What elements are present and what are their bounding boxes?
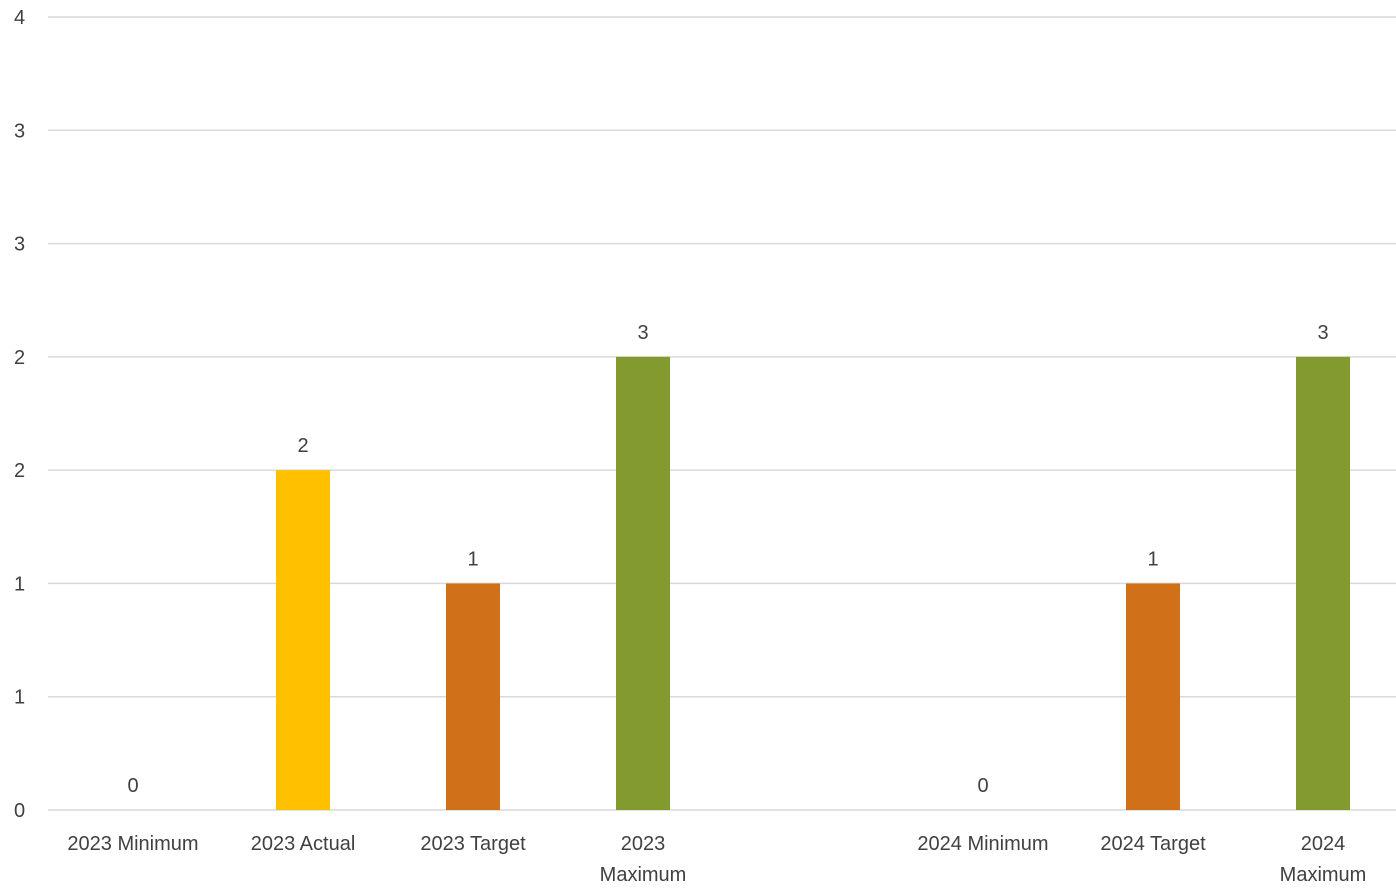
bar xyxy=(1296,356,1350,810)
y-axis-tick-labels: 0 1 1 2 2 3 3 4 xyxy=(14,7,25,822)
y-tick-label: 1 xyxy=(14,687,25,709)
bar-data-label: 3 xyxy=(637,322,648,344)
bar-data-label: 3 xyxy=(1317,322,1328,344)
x-category-label: 2024 Maximum xyxy=(1280,833,1367,886)
data-labels: 0 2 1 3 0 1 3 xyxy=(127,322,1328,797)
x-category-label: 2023 Target xyxy=(420,833,526,855)
bar xyxy=(1126,583,1180,810)
y-tick-label: 3 xyxy=(14,120,25,142)
x-category-label: 2024 Target xyxy=(1100,833,1206,855)
y-tick-label: 3 xyxy=(14,234,25,256)
y-tick-label: 2 xyxy=(14,347,25,369)
y-tick-label: 0 xyxy=(14,800,25,822)
bar-data-label: 0 xyxy=(977,775,988,797)
bar-data-label: 2 xyxy=(297,435,308,457)
x-category-label: 2023 Maximum xyxy=(600,833,687,886)
x-category-label: 2024 Minimum xyxy=(917,833,1048,855)
bar-data-label: 1 xyxy=(467,548,478,570)
y-tick-label: 1 xyxy=(14,573,25,595)
bar-data-label: 1 xyxy=(1147,548,1158,570)
y-tick-label: 4 xyxy=(14,7,25,29)
gridlines xyxy=(48,16,1396,811)
y-tick-label: 2 xyxy=(14,460,25,482)
x-category-label: 2023 Minimum xyxy=(67,833,198,855)
bar xyxy=(446,583,500,810)
x-axis-category-labels: 2023 Minimum 2023 Actual 2023 Target 2023 Ma… xyxy=(67,833,1366,886)
x-category-label: 2023 Actual xyxy=(251,833,356,855)
bar xyxy=(276,470,330,810)
bar xyxy=(616,356,670,810)
bars xyxy=(276,356,1350,810)
bar-data-label: 0 xyxy=(127,775,138,797)
